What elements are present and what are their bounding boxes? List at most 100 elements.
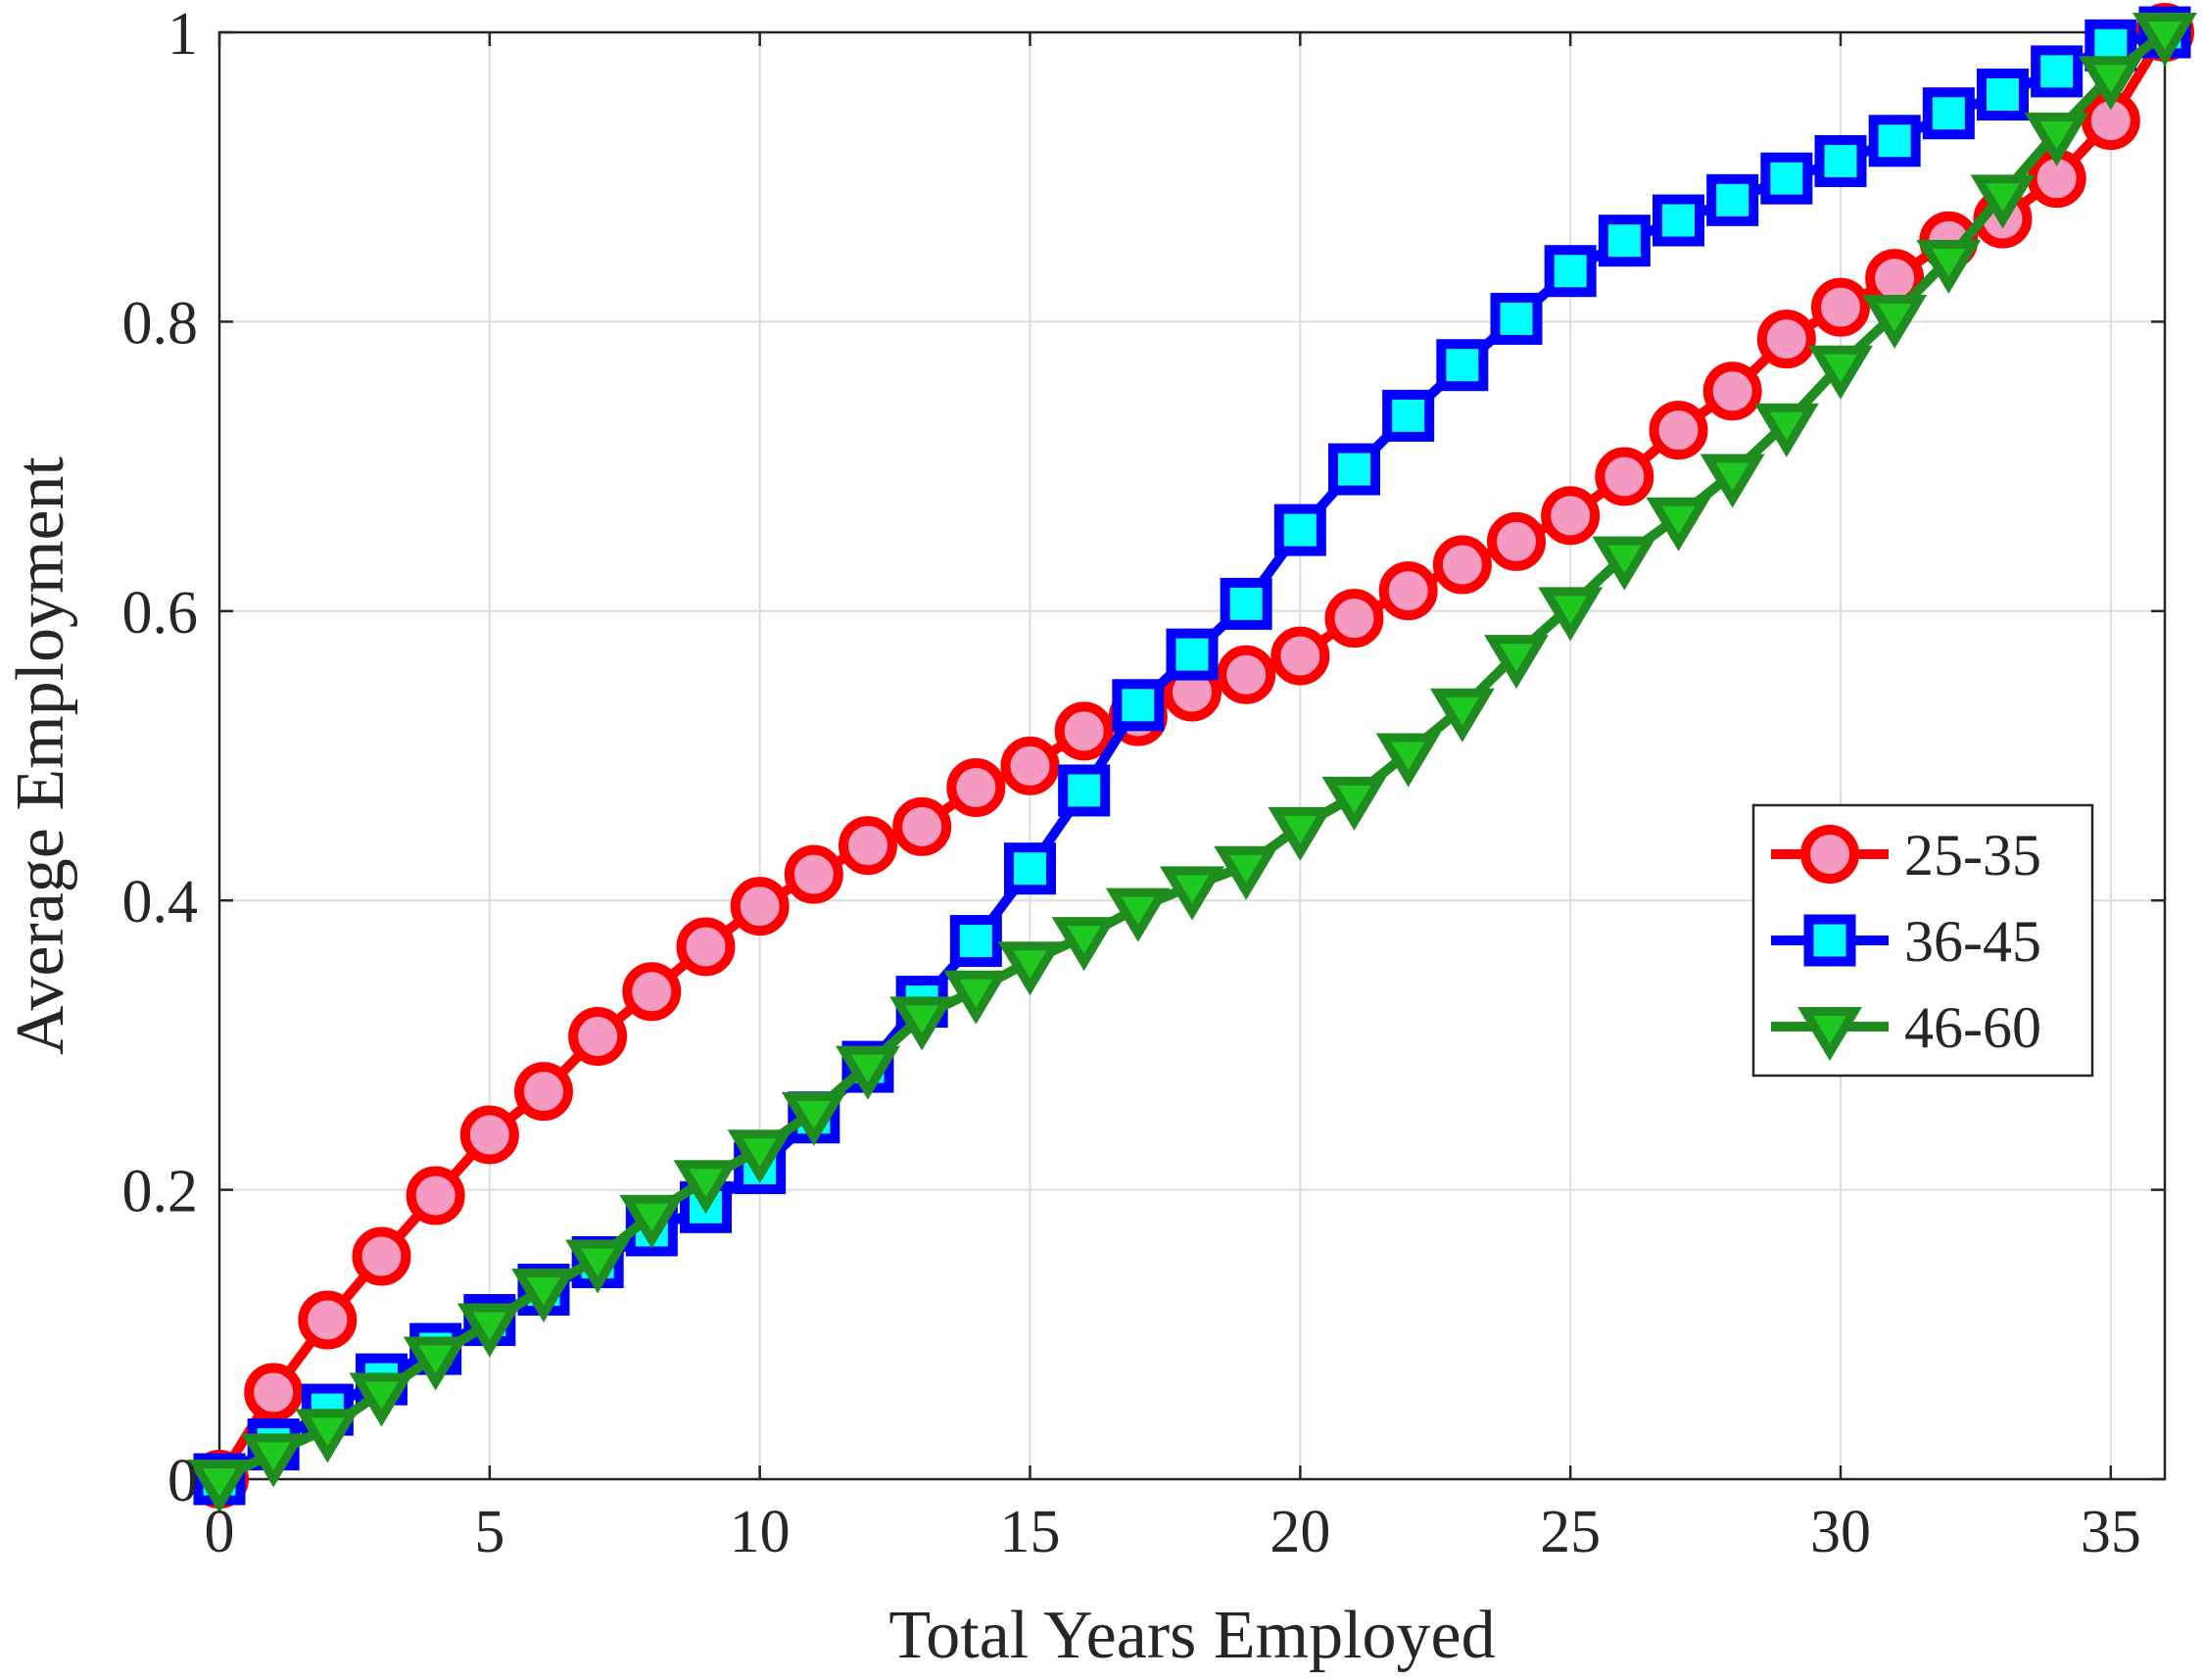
data-point: [1592, 536, 1657, 591]
data-point: [1270, 626, 1330, 686]
data-point: [1328, 443, 1380, 496]
data-point: [1756, 310, 1816, 369]
data-point: [1814, 134, 1867, 187]
legend: 25-35 36-45 46-60: [1751, 803, 2094, 1078]
data-point: [1484, 635, 1549, 690]
data-point: [456, 1303, 522, 1358]
data-point: [565, 1239, 631, 1294]
data-point: [1217, 645, 1276, 704]
data-point: [1598, 215, 1651, 267]
x-tick-label: 15: [1000, 1499, 1061, 1565]
data-point: [1653, 194, 1704, 247]
tick-labels: 0 5 10 15 20 25 30 35 0 0.2 0.4 0.6 0.8 1: [122, 1, 2141, 1565]
data-point: [295, 1409, 360, 1464]
data-point: [1432, 535, 1492, 595]
data-point: [1004, 842, 1056, 895]
x-tick-label: 30: [1810, 1499, 1871, 1565]
y-tick-label: 0.2: [122, 1159, 199, 1225]
legend-marker: [1800, 825, 1859, 884]
data-point: [1868, 115, 1921, 168]
data-point: [1970, 174, 2036, 229]
data-point: [1436, 339, 1489, 392]
data-point: [1977, 69, 2029, 121]
data-point: [1051, 917, 1117, 972]
data-point: [1382, 389, 1435, 442]
x-axis-label: Total Years Employed: [888, 1598, 1495, 1673]
data-point: [241, 1433, 307, 1488]
data-point: [1058, 764, 1111, 817]
data-point: [2024, 112, 2089, 167]
data-point: [568, 1007, 628, 1067]
data-point: [1054, 701, 1114, 761]
y-tick-label: 0.8: [122, 290, 199, 357]
data-point: [997, 941, 1063, 996]
data-point: [406, 1166, 465, 1225]
data-point: [619, 1194, 685, 1249]
data-point: [1268, 806, 1333, 861]
legend-item: 46-60: [1771, 995, 2041, 1062]
data-point: [836, 1045, 900, 1100]
data-point: [1541, 486, 1601, 546]
y-axis-label: Average Employment: [3, 456, 78, 1055]
x-tick-label: 5: [474, 1499, 504, 1565]
data-point: [1544, 245, 1597, 298]
data-point: [676, 917, 736, 977]
data-point: [1429, 688, 1495, 743]
data-point: [1490, 292, 1543, 345]
data-point: [1862, 295, 1928, 350]
data-point: [1321, 776, 1387, 831]
data-point: [838, 816, 897, 876]
data-point: [244, 1363, 304, 1422]
x-tick-label: 0: [205, 1499, 235, 1565]
data-point: [784, 844, 843, 904]
x-tick-label: 25: [1540, 1499, 1601, 1565]
legend-label: 36-45: [1904, 909, 2041, 974]
data-point: [673, 1160, 739, 1215]
data-point: [352, 1226, 411, 1286]
data-point: [1753, 403, 1819, 457]
data-point: [943, 970, 1009, 1025]
data-point: [727, 1129, 792, 1184]
data-point: [1916, 239, 1982, 294]
data-point: [1646, 497, 1711, 552]
x-tick-label: 35: [2081, 1499, 2141, 1565]
y-tick-label: 0: [168, 1448, 198, 1514]
data-point: [1378, 561, 1438, 621]
data-point: [1922, 87, 1975, 140]
data-point: [1166, 628, 1219, 681]
series-layer: [187, 3, 2197, 1514]
data-point: [1324, 589, 1384, 648]
data-point: [1112, 679, 1165, 732]
y-tick-label: 0.6: [122, 580, 199, 647]
data-point: [1487, 511, 1546, 571]
data-point: [1700, 454, 1765, 508]
data-point: [622, 962, 682, 1022]
data-point: [1702, 361, 1762, 421]
data-point: [1538, 587, 1604, 642]
data-point: [946, 757, 1006, 817]
series-46-60: [187, 13, 2197, 1514]
data-point: [511, 1269, 576, 1323]
data-point: [892, 796, 952, 856]
data-point: [1000, 736, 1060, 795]
y-tick-label: 0.4: [122, 869, 199, 936]
data-point: [1105, 888, 1171, 942]
data-point: [949, 915, 1002, 968]
data-point: [403, 1336, 468, 1391]
legend-item: 36-45: [1771, 909, 2041, 974]
data-point: [2132, 13, 2197, 68]
data-point: [514, 1062, 573, 1122]
data-point: [1160, 866, 1224, 921]
axes: [217, 30, 2167, 1481]
x-tick-label: 20: [1270, 1499, 1330, 1565]
data-point: [2031, 45, 2084, 98]
plot-frame: [217, 30, 2167, 1481]
data-point: [730, 877, 790, 936]
data-point: [1649, 401, 1708, 460]
data-point: [1220, 577, 1272, 630]
legend-label: 46-60: [1904, 995, 2041, 1060]
data-point: [459, 1105, 519, 1165]
data-point: [1214, 845, 1279, 900]
x-tick-label: 10: [730, 1499, 791, 1565]
